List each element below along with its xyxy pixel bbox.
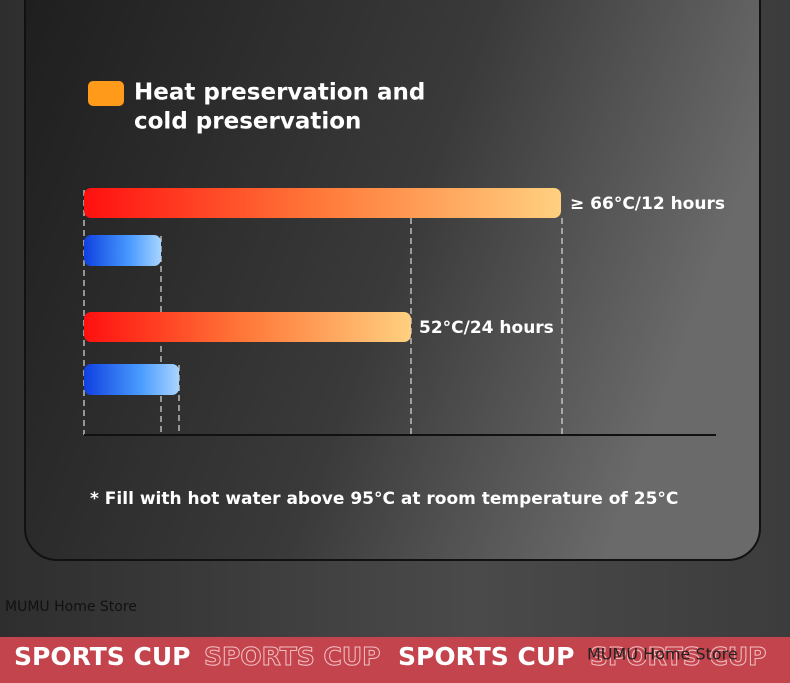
banner-item: SPORTS CUP [14,642,190,671]
legend-label: cold preservation [134,109,361,135]
banner-item: SPORTS CUP [398,642,574,671]
legend-swatch [88,81,124,106]
footnote: * Fill with hot water above 95°C at room… [90,489,678,509]
bar-label: ≥ 66°C/12 hours [570,194,725,214]
cold-bar [84,364,179,395]
watermark: MUMU Home Store [5,599,137,615]
hot-bar [84,312,411,342]
card [24,0,761,561]
banner [0,637,790,683]
bar-label: 52°C/24 hours [419,318,554,338]
banner-item: SPORTS CUP [204,642,380,671]
legend-label: Heat preservation and [134,80,425,106]
banner-watermark: MUMU Home Store [587,645,738,664]
hot-bar [84,188,561,218]
cold-bar [84,235,161,266]
banner-item: SPORTS CUP [590,642,766,671]
